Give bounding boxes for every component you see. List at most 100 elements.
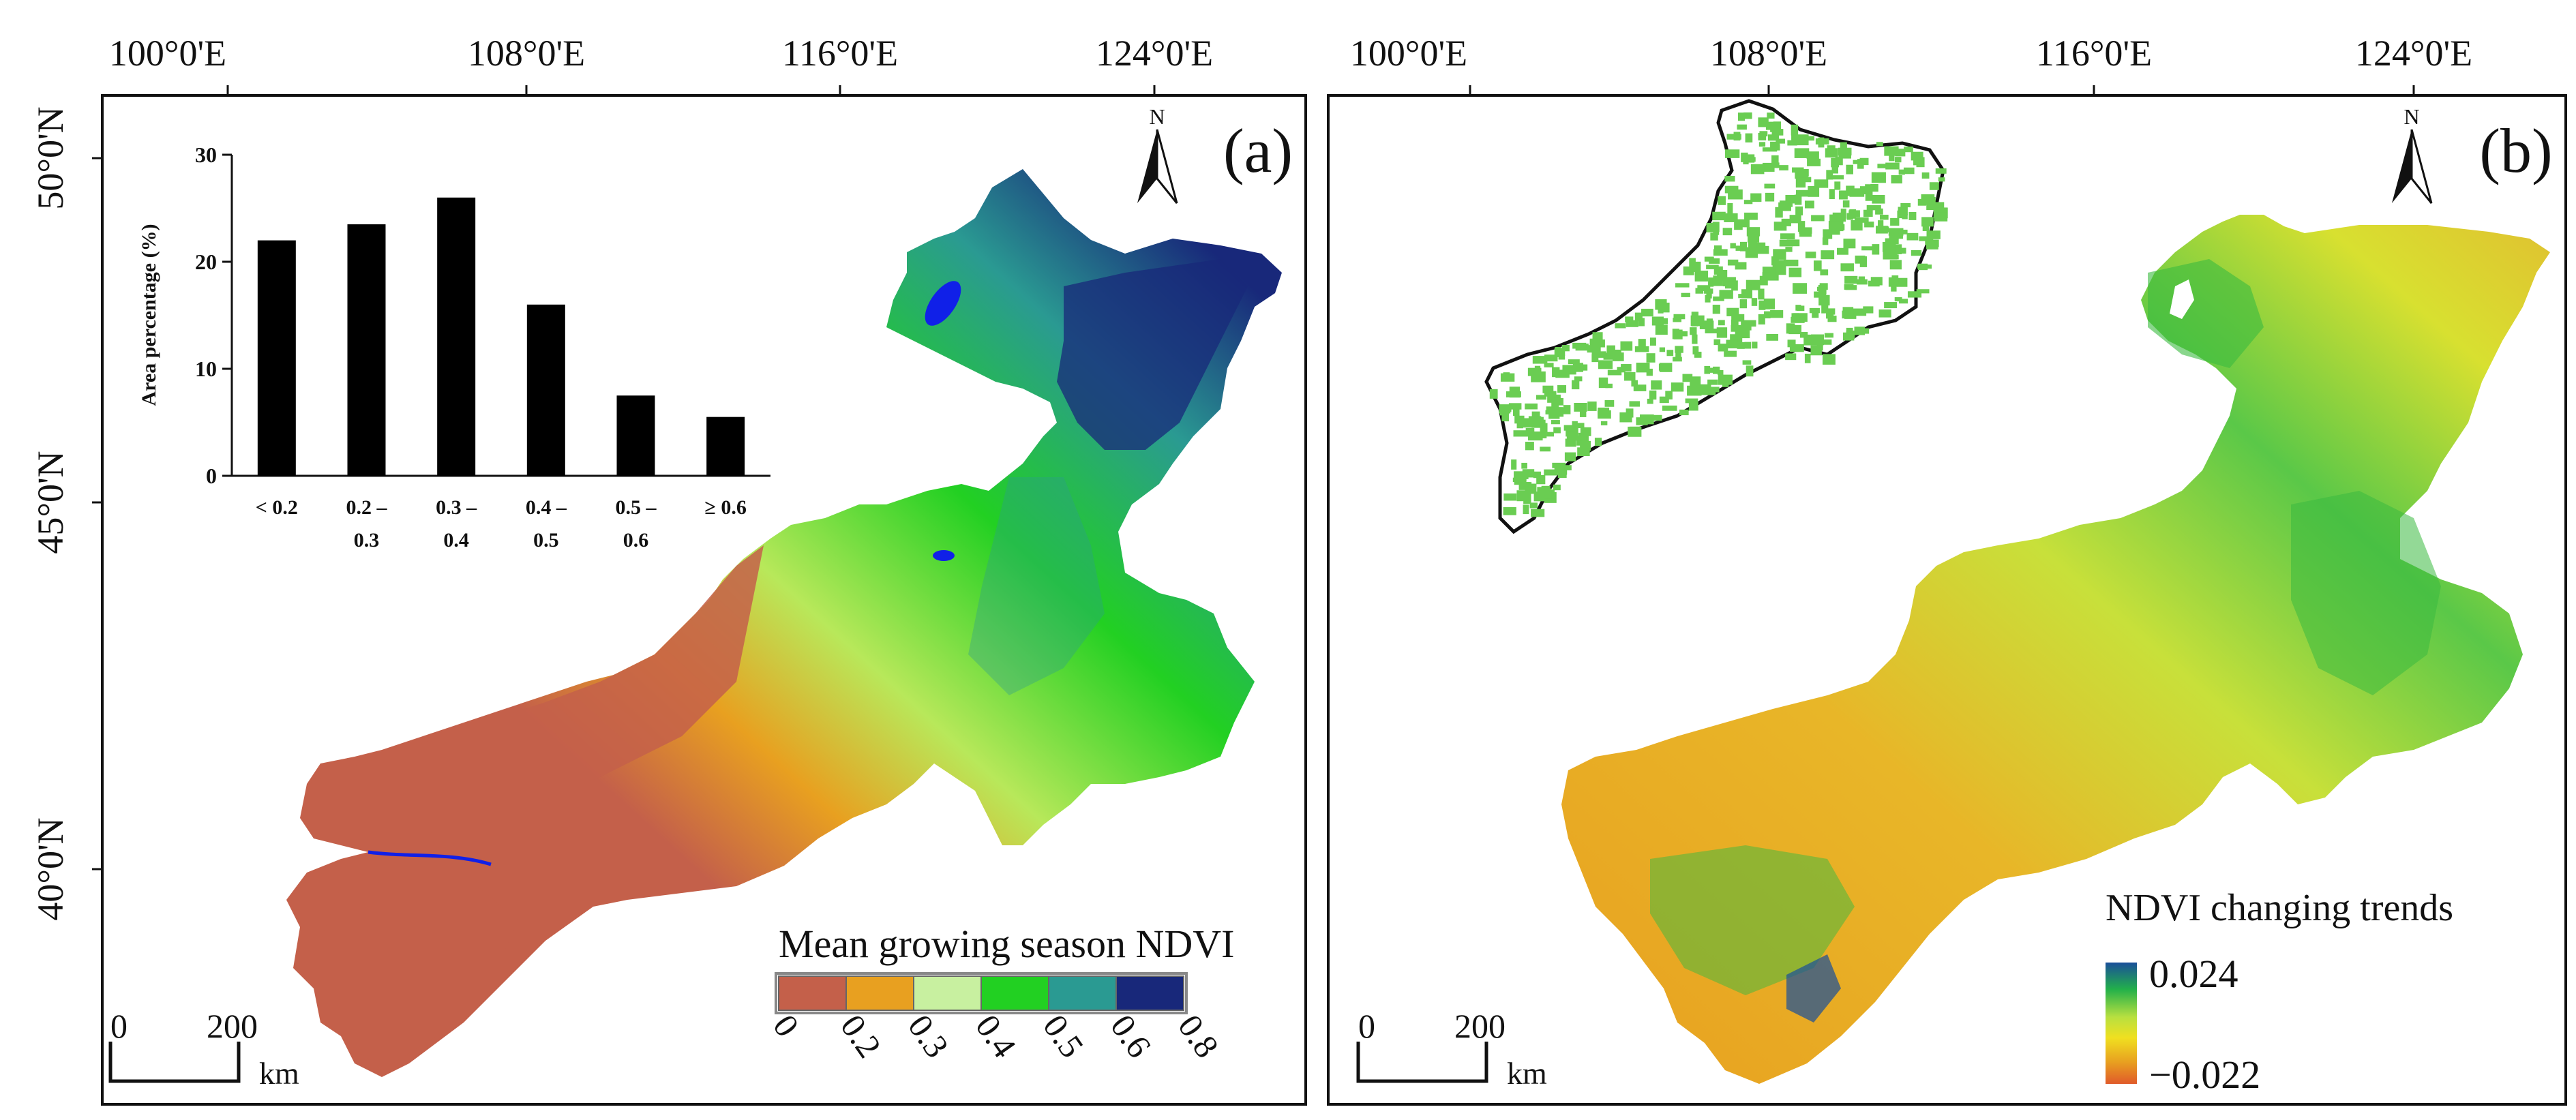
inset-speckle-dot [1785,194,1797,204]
lon-tick-b-4: 124°0'E [2355,33,2472,74]
inset-speckle-dot [1651,414,1662,421]
inset-speckle-dot [1523,504,1529,515]
inset-speckle-dot [1911,249,1922,256]
inset-speckle-dot [1765,192,1775,202]
inset-speckle-dot [1829,214,1836,224]
lon-tick-a-2: 108°0'E [468,33,585,74]
inset-speckle-dot [1525,442,1534,451]
inset-speckle-dot [1917,263,1928,271]
inset-speckle-dot [1823,339,1832,345]
inset-speckle-dot [1634,346,1649,352]
inset-speckle-dot [1529,502,1538,509]
inset-speckle-dot [1783,259,1799,267]
inset-speckle-dot [1694,351,1702,358]
inset-speckle-dot [1846,164,1853,175]
inset-speckle-dot [1746,279,1761,290]
inset-speckle-dot [1707,390,1716,395]
inset-speckle-dot [1739,299,1748,309]
inset-speckle-dot [1731,314,1745,322]
inset-speckle-dot [1557,385,1567,393]
inset-speckle-dot [1735,219,1750,228]
inset-speckle-dot [1852,308,1867,316]
inset-speckle-dot [1938,177,1945,182]
inset-speckle-dot [1665,391,1673,399]
inset-y-axis-label: Area percentage (%) [138,224,160,406]
inset-speckle-dot [1615,323,1626,329]
inset-speckle-dot [1489,389,1498,399]
ndvi-low-zone [307,545,764,845]
inset-speckle-dot [1712,304,1720,314]
inset-speckle-dot [1791,124,1799,136]
inset-speckle-dot [1916,157,1925,168]
inset-speckle-dot [1660,318,1668,324]
inset-speckle-dot [1617,367,1626,373]
inset-speckle-dot [1926,230,1941,239]
inset-speckle-dot [1840,209,1846,219]
inset-speckle-dot [1724,350,1737,357]
inset-speckle-dot [1570,436,1582,441]
lake-hulun-b [2170,279,2194,319]
legend-swatch [1115,975,1184,1011]
inset-speckle-dot [1525,427,1535,436]
inset-speckle-dot [1844,312,1857,319]
inset-speckle-dot [1542,385,1554,393]
inset-bar [526,304,565,476]
inset-speckle-dot [1733,132,1741,141]
inset-speckle-dot [1578,432,1587,443]
inset-speckle-dot [1659,347,1666,352]
inset-speckle-dot [1908,211,1917,220]
inset-speckle-dot [1735,262,1747,270]
inset-speckle-dot [1718,196,1726,205]
north-arrow-icon [1137,130,1157,203]
legend-swatch [980,975,1049,1011]
inset-x-tick-label: ≥ 0.6 [704,496,746,519]
inset-speckle-dot [1525,403,1538,410]
inset-speckle-dot [1773,222,1787,231]
inset-speckle-dot [1536,395,1546,400]
inset-x-tick-label-line2: 0.6 [623,529,649,551]
legend-swatch [913,975,982,1011]
legend-title-a: Mean growing season NDVI [779,922,1234,966]
inset-speckle-dot [1572,363,1584,372]
inset-speckle-dot [1831,175,1844,180]
inset-speckle-dot [1704,365,1711,374]
inset-speckle-dot [1743,160,1749,165]
inset-speckle-dot [1878,309,1891,318]
inset-speckle-dot [1626,320,1638,327]
inset-speckle-dot [1745,133,1753,142]
inset-speckle-dot [1509,387,1521,398]
inset-speckle-dot [1572,342,1587,349]
inset-speckle-dot [1748,238,1757,249]
inset-speckle-dot [1795,177,1806,188]
inset-speckle-dot [1672,329,1679,339]
scale-bar-line-b [1356,1042,1488,1083]
inset-speckle-dot [1741,321,1752,331]
inset-speckle-dot [1566,431,1574,442]
inset-speckle-dot [1776,265,1786,275]
inset-speckle-dot [1722,228,1733,236]
inset-speckle-dot [1727,202,1733,214]
inset-x-tick-label: 0.2 – [346,496,388,519]
inset-speckle-dot [1898,247,1906,254]
inset-speckle-dot [1870,183,1878,192]
inset-speckle-dot [1679,409,1689,416]
panel-a-label: (a) [1223,116,1293,185]
inset-speckle-dot [1508,403,1522,410]
inset-speckle-dot [1625,316,1634,323]
inset-speckle-dot [1544,354,1558,362]
inset-speckle-dot [1662,405,1677,411]
lat-tick-3: 40°0'N [30,817,71,920]
inset-speckle-dot [1882,241,1896,252]
scale-zero-a: 0 [110,1007,128,1045]
inset-x-tick-label: 0.4 – [526,496,567,519]
inset-speckle-dot [1780,200,1793,207]
inset-speckle-dot [1742,360,1752,365]
inset-speckle-dot [1749,247,1756,255]
inset-speckle-dot [1831,157,1840,168]
inset-speckle-dot [1544,469,1558,476]
inset-speckle-dot [1764,311,1771,319]
inset-speckle-dot [1704,256,1714,262]
inset-speckle-dot [1811,215,1825,222]
inset-speckle-dot [1564,452,1576,461]
legend-max-b: 0.024 [2149,952,2238,996]
